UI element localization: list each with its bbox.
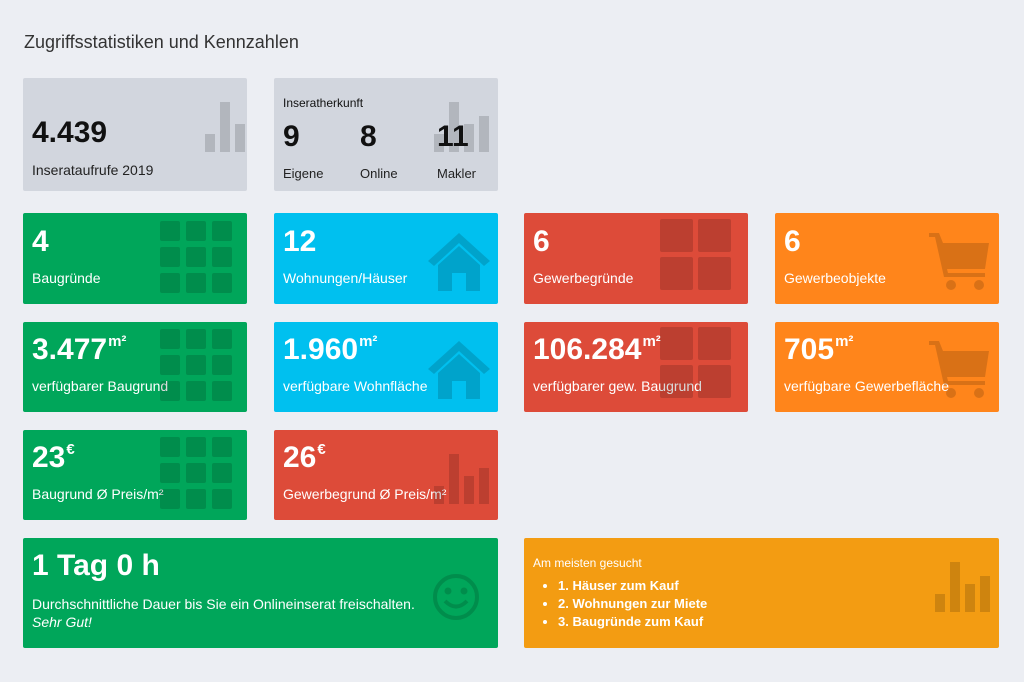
grid-icon <box>660 219 731 290</box>
origin-value: 11 <box>437 120 469 153</box>
origin-value: 9 <box>283 120 300 153</box>
area-unit: m² <box>642 333 661 350</box>
views-label: Inserataufrufe 2019 <box>32 162 154 178</box>
count-value: 12 <box>283 225 317 258</box>
area-value: 705m² <box>784 333 854 366</box>
views-value: 4.439 <box>32 116 108 149</box>
area-unit: m² <box>835 333 854 350</box>
count-label: Gewerbegründe <box>533 270 634 286</box>
most-searched-list: 1. Häuser zum Kauf 2. Wohnungen zur Miet… <box>558 578 707 632</box>
price-value: 26€ <box>283 441 326 474</box>
count-value: 6 <box>533 225 550 258</box>
duration-rating: Sehr Gut! <box>32 614 92 630</box>
most-searched-title: Am meisten gesucht <box>533 556 642 570</box>
area-tile-baugrund[interactable]: 3.477m² verfügbarer Baugrund <box>23 322 247 412</box>
count-label: Gewerbeobjekte <box>784 270 886 286</box>
origin-value: 8 <box>360 120 377 153</box>
price-label: Baugrund Ø Preis/m² <box>32 486 164 502</box>
area-label: verfügbarer Baugrund <box>32 378 169 394</box>
count-tile-wohnungen[interactable]: 12 Wohnungen/Häuser <box>274 213 498 304</box>
grid-icon <box>160 221 232 293</box>
duration-label: Durchschnittliche Dauer bis Sie ein Onli… <box>32 596 415 612</box>
house-icon <box>428 341 490 399</box>
price-tile-gewerbegrund[interactable]: 26€ Gewerbegrund Ø Preis/m² <box>274 430 498 520</box>
origin-label: Online <box>360 166 398 181</box>
count-label: Wohnungen/Häuser <box>283 270 408 286</box>
area-label: verfügbare Wohnfläche <box>283 378 428 394</box>
bar-chart-icon <box>935 562 990 612</box>
count-label: Baugründe <box>32 270 101 286</box>
price-label: Gewerbegrund Ø Preis/m² <box>283 486 447 502</box>
bar-chart-icon <box>205 102 245 152</box>
origin-item-online: 8 Online <box>360 120 398 182</box>
smiley-icon <box>433 574 479 620</box>
area-label: verfügbare Gewerbefläche <box>784 378 949 394</box>
price-tile-baugrund[interactable]: 23€ Baugrund Ø Preis/m² <box>23 430 247 520</box>
area-value: 1.960m² <box>283 333 378 366</box>
house-icon <box>428 233 490 291</box>
origin-label: Makler <box>437 166 477 181</box>
count-value: 6 <box>784 225 801 258</box>
most-searched-tile: Am meisten gesucht 1. Häuser zum Kauf 2.… <box>524 538 999 648</box>
area-label: verfügbarer gew. Baugrund <box>533 378 702 394</box>
area-value: 106.284m² <box>533 333 661 366</box>
origin-tile: Inseratherkunft 9 Eigene 8 Online 11 Mak… <box>274 78 498 191</box>
area-tile-gewerbeflaeche[interactable]: 705m² verfügbare Gewerbefläche <box>775 322 999 412</box>
page-title: Zugriffsstatistiken und Kennzahlen <box>24 32 299 52</box>
cart-icon <box>929 233 989 290</box>
count-value: 4 <box>32 225 49 258</box>
area-unit: m² <box>359 333 378 350</box>
list-item[interactable]: 1. Häuser zum Kauf <box>558 578 707 593</box>
duration-value: 1 Tag 0 h <box>32 549 160 582</box>
origin-title: Inseratherkunft <box>283 96 364 110</box>
views-tile: 4.439 Inserataufrufe 2019 <box>23 78 247 191</box>
origin-item-makler: 11 Makler <box>437 120 477 182</box>
area-tile-wohnflaeche[interactable]: 1.960m² verfügbare Wohnfläche <box>274 322 498 412</box>
area-tile-gew-baugrund[interactable]: 106.284m² verfügbarer gew. Baugrund <box>524 322 748 412</box>
origin-label: Eigene <box>283 166 324 181</box>
price-value: 23€ <box>32 441 75 474</box>
count-tile-gewerbeobjekte[interactable]: 6 Gewerbeobjekte <box>775 213 999 304</box>
origin-item-eigene: 9 Eigene <box>283 120 324 182</box>
count-tile-baugruende[interactable]: 4 Baugründe <box>23 213 247 304</box>
grid-icon <box>160 329 232 401</box>
list-item[interactable]: 2. Wohnungen zur Miete <box>558 596 707 611</box>
duration-tile: 1 Tag 0 h Durchschnittliche Dauer bis Si… <box>23 538 498 648</box>
price-unit: € <box>66 441 75 458</box>
grid-icon <box>160 437 232 509</box>
area-value: 3.477m² <box>32 333 127 366</box>
list-item[interactable]: 3. Baugründe zum Kauf <box>558 614 707 629</box>
area-unit: m² <box>108 333 127 350</box>
price-unit: € <box>317 441 326 458</box>
count-tile-gewerbegruende[interactable]: 6 Gewerbegründe <box>524 213 748 304</box>
